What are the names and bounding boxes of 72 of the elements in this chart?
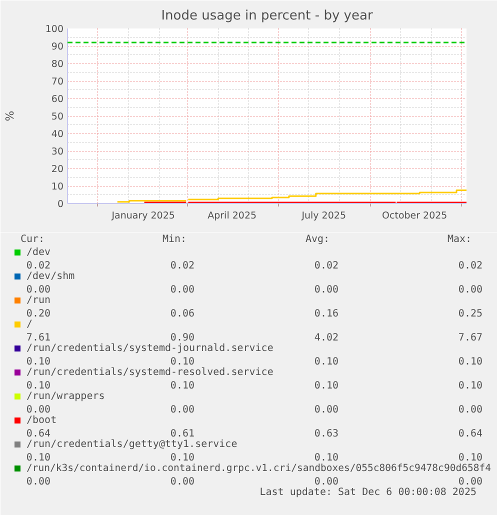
y-tick-label: 70	[51, 76, 64, 88]
text: 0.02	[458, 260, 483, 272]
text: Avg:	[306, 234, 330, 245]
text: 0.61	[170, 428, 195, 440]
x-tick-label: January 2025	[110, 210, 175, 222]
text: 0.02	[26, 260, 51, 272]
x-tick-label: October 2025	[382, 210, 448, 222]
text: 0.20	[26, 308, 51, 320]
text: 0.00	[26, 284, 51, 296]
y-tick-label: 10	[51, 182, 64, 192]
legend-label: /dev	[26, 247, 51, 258]
y-axis-title: %	[3, 110, 16, 122]
text: 0.16	[314, 308, 339, 320]
legend-label: /dev/shm	[26, 271, 75, 282]
text: 0.00	[26, 476, 51, 488]
x-tick-label: April 2025	[208, 210, 257, 222]
text: 0.00	[314, 284, 339, 296]
text: Max:	[448, 234, 472, 245]
y-tick-label: 50	[51, 112, 64, 122]
text: 0.00	[314, 476, 339, 488]
y-tick-label: 90	[51, 42, 64, 52]
x-tick-label: July 2025	[300, 210, 346, 222]
text: 0.10	[26, 356, 51, 368]
y-tick-label: 20	[51, 164, 64, 175]
text: 0.00	[458, 284, 483, 296]
text: 0.10	[458, 380, 483, 392]
text: 0.10	[170, 452, 195, 464]
text: 0.00	[170, 476, 195, 488]
text: 0.10	[26, 380, 51, 392]
text: 0.10	[26, 452, 51, 464]
y-tick-label: 30	[51, 146, 64, 158]
legend-label: /run/k3s/containerd/io.containerd.grpc.v1.cri/sandboxes/055c806f5c9478c90d658f4	[26, 463, 492, 474]
legend-label: /run/credentials/systemd-resolved.service	[26, 367, 274, 378]
legend-label: /	[26, 319, 33, 330]
y-tick-label: 60	[51, 94, 64, 105]
chart-title: Inode usage in percent - by year	[161, 8, 374, 24]
text: 0.00	[458, 476, 483, 488]
text: 7.67	[458, 332, 483, 344]
text: 0.10	[458, 356, 483, 368]
legend-label: /run	[26, 295, 51, 306]
y-tick-label: 80	[51, 59, 64, 70]
text: 7.61	[26, 332, 51, 344]
text: 0.10	[314, 452, 339, 464]
legend-label: /run/wrappers	[26, 391, 105, 402]
text: 0.10	[458, 452, 483, 464]
text: Min:	[162, 234, 187, 245]
text: 0.90	[170, 332, 195, 344]
text: 4.02	[314, 332, 339, 344]
text: 0.10	[314, 380, 339, 392]
text: 0.00	[170, 284, 195, 296]
text: 0.63	[314, 428, 339, 440]
legend-label: /run/credentials/systemd-journald.service	[26, 343, 274, 354]
y-tick-label: 100	[45, 24, 64, 35]
text: 0.25	[458, 308, 483, 320]
text: 0.10	[170, 356, 195, 368]
text: 0.64	[458, 428, 483, 440]
text: 0.06	[170, 308, 195, 320]
text: Last update: Sat Dec 6 00:00:08 2025	[260, 487, 476, 498]
text: 0.00	[458, 404, 483, 416]
text: 0.10	[314, 356, 339, 368]
text: 0.02	[314, 260, 339, 272]
text: 0.00	[314, 404, 339, 416]
text: 0.02	[170, 260, 195, 272]
legend-label: /run/credentials/getty@tty1.service	[26, 439, 238, 450]
y-tick-label: 40	[51, 129, 64, 140]
text: 0.00	[26, 404, 51, 416]
legend-label: /boot	[26, 415, 57, 426]
text: 0.64	[26, 428, 51, 440]
text: Cur:	[20, 234, 45, 245]
text: 0.00	[170, 404, 195, 416]
y-tick-label: 0	[57, 199, 64, 210]
text: 0.10	[170, 380, 195, 392]
